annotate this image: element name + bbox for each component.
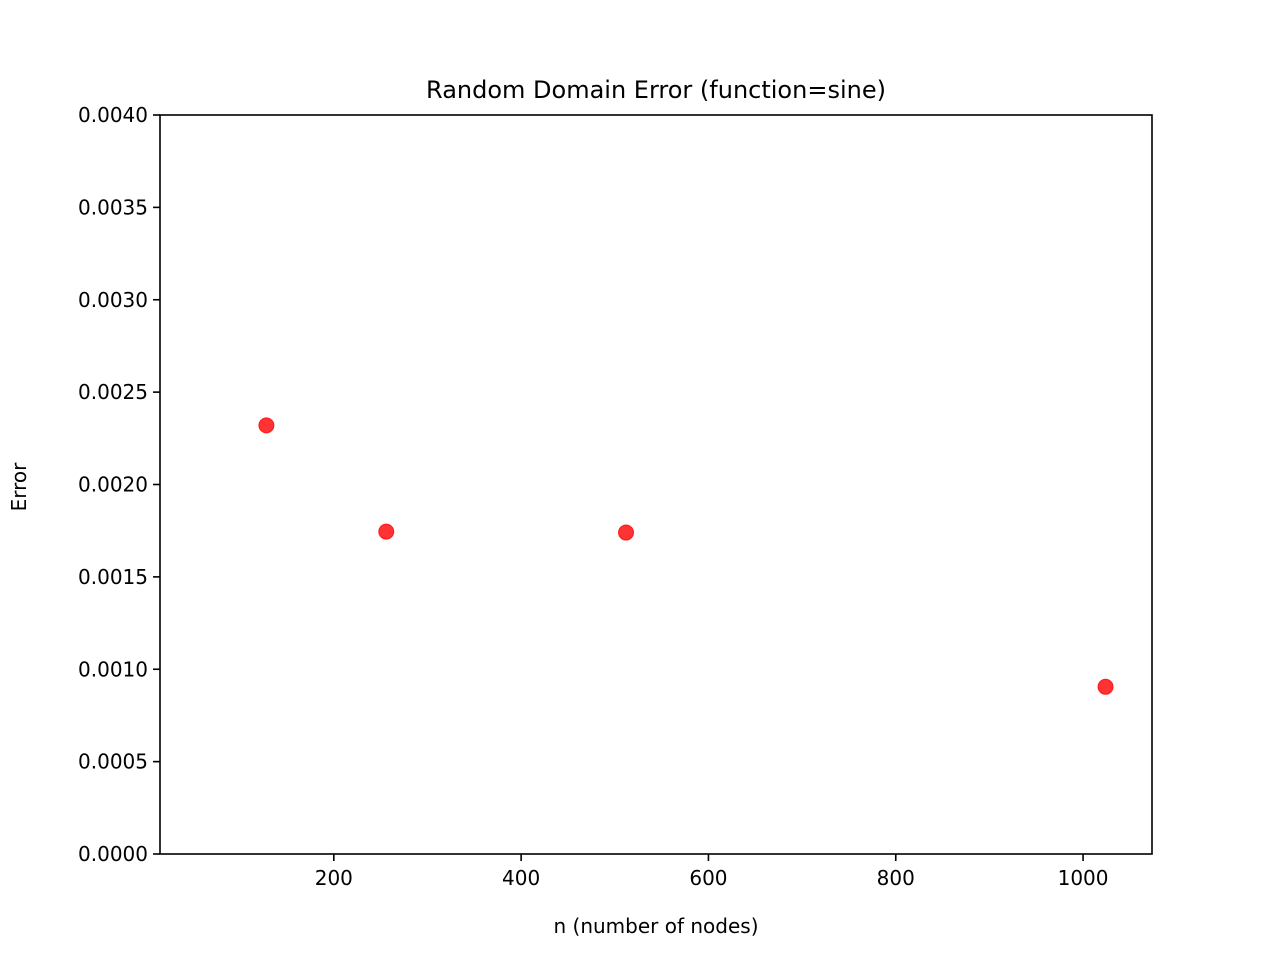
data-point [258,417,275,434]
data-point [1097,678,1114,695]
y-tick-label: 0.0000 [78,842,148,866]
plot-frame [159,114,1153,855]
y-axis-ticks: 0.0000 0.0005 0.0010 0.0015 0.0020 0.0025 0.00… [78,103,160,866]
y-tick-label: 0.0015 [78,565,148,589]
x-tick-label: 400 [502,866,540,890]
y-tick-label: 0.0005 [78,750,148,774]
x-tick-label: 1000 [1058,866,1109,890]
y-axis-label: Error [7,462,31,512]
x-tick-label: 800 [877,866,915,890]
y-tick-label: 0.0030 [78,288,148,312]
y-tick-label: 0.0040 [78,103,148,127]
data-points [258,417,1114,695]
x-tick-label: 200 [315,866,353,890]
plot-background [160,115,1152,854]
y-tick-label: 0.0025 [78,380,148,404]
y-tick-label: 0.0035 [78,195,148,219]
y-tick-label: 0.0010 [78,657,148,681]
x-axis-label: n (number of nodes) [553,914,758,938]
data-point [618,524,635,541]
x-axis-ticks: 200 400 600 800 1000 [315,854,1109,890]
x-tick-label: 600 [689,866,727,890]
y-tick-label: 0.0020 [78,473,148,497]
data-point [378,523,395,540]
chart-title: Random Domain Error (function=sine) [426,76,886,104]
